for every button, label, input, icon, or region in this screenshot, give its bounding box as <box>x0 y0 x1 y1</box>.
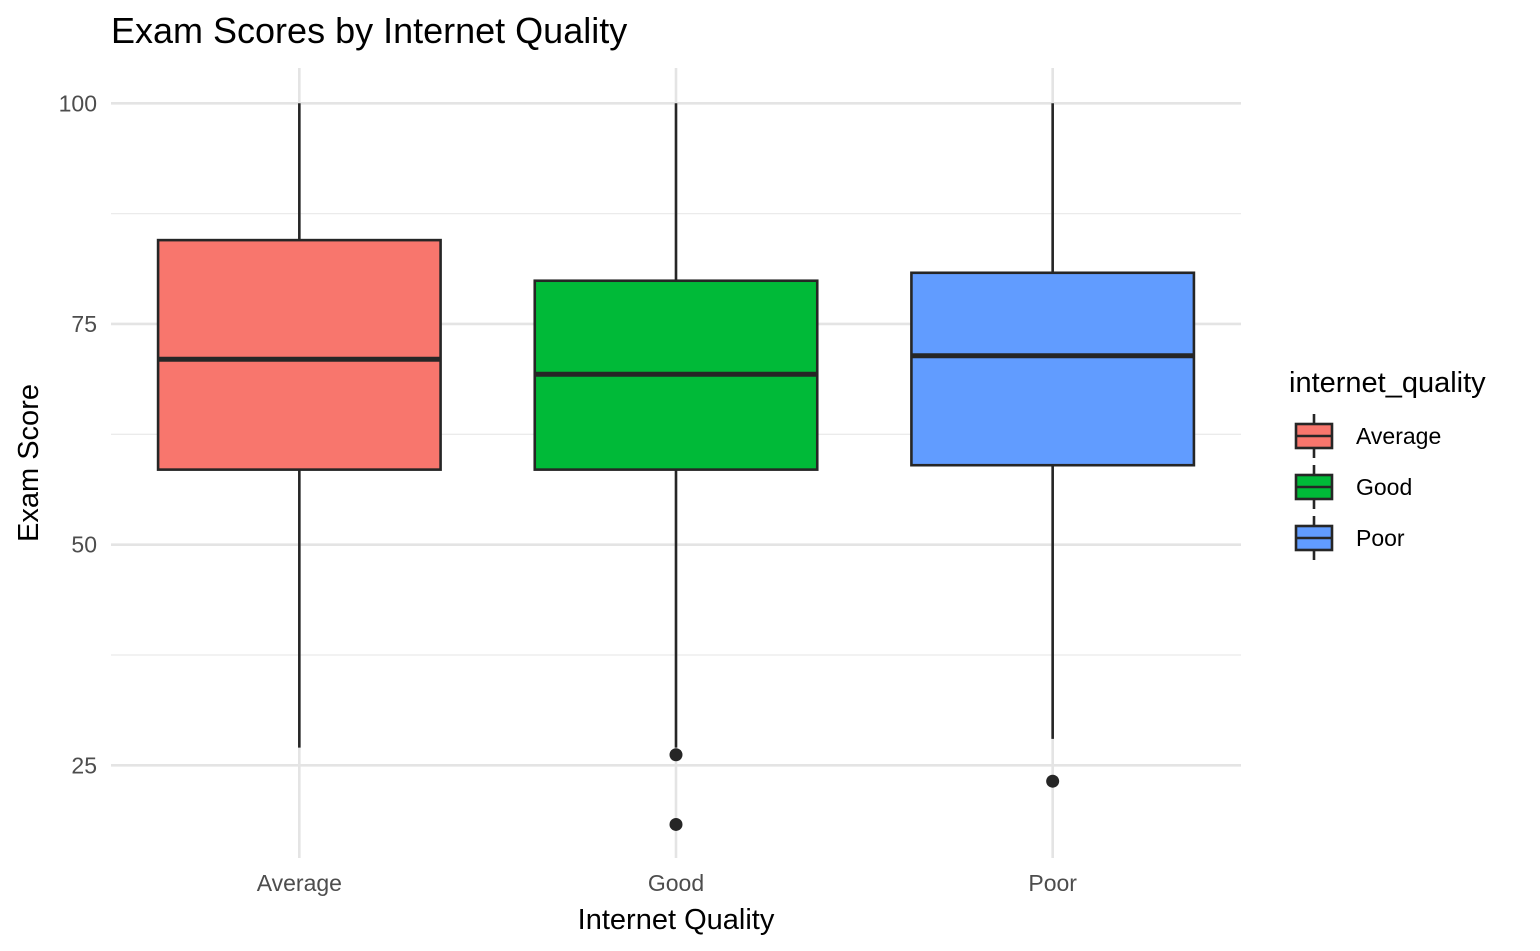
outlier-point <box>1046 774 1060 788</box>
box-good <box>533 103 819 831</box>
x-tick-label: Average <box>257 870 342 896</box>
legend-label: Poor <box>1356 525 1405 551</box>
box-poor <box>910 103 1196 788</box>
legend-title: internet_quality <box>1289 367 1486 399</box>
legend-label: Average <box>1356 423 1441 449</box>
x-axis-title: Internet Quality <box>578 904 775 936</box>
x-tick-label: Poor <box>1028 870 1077 896</box>
legend-label: Good <box>1356 474 1412 500</box>
outlier-point <box>669 817 683 831</box>
legend-item-average: Average <box>1294 414 1441 458</box>
chart-title: Exam Scores by Internet Quality <box>111 10 627 51</box>
y-axis-ticks: 25 50 75 100 <box>59 90 97 778</box>
box-body <box>910 271 1196 467</box>
plot-boxes <box>156 103 1196 831</box>
x-tick-label: Good <box>648 870 704 896</box>
legend: internet_quality Average Good Poor <box>1289 367 1486 560</box>
box-body <box>156 238 442 471</box>
box-average <box>156 103 442 748</box>
y-tick-label: 75 <box>71 311 97 337</box>
legend-item-good: Good <box>1294 465 1412 509</box>
y-tick-label: 25 <box>71 752 97 778</box>
y-axis-title: Exam Score <box>13 384 45 542</box>
y-tick-label: 50 <box>71 532 97 558</box>
x-axis-ticks: Average Good Poor <box>257 870 1078 896</box>
y-tick-label: 100 <box>59 90 97 116</box>
legend-item-poor: Poor <box>1294 516 1405 560</box>
outlier-point <box>669 748 683 762</box>
